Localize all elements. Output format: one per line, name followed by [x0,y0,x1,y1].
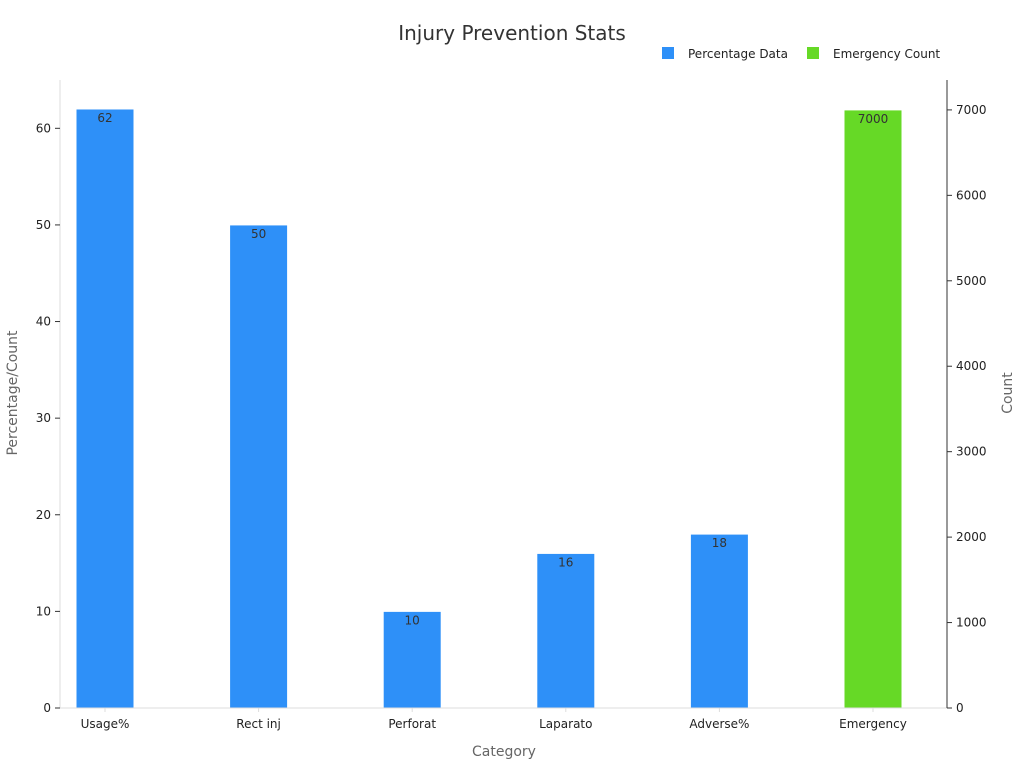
y-tick-label: 10 [36,604,51,618]
x-ticks-layer: Usage% Rect inj Perforat Laparato Adverse% Em… [81,708,907,731]
bar-value-label: 18 [712,536,727,550]
y-tick-label: 50 [36,218,51,232]
y-tick-label: 30 [36,411,51,425]
y2-tick-label: 5000 [956,274,987,288]
bar-0-3 [536,552,596,709]
bar-value-label: 7000 [858,112,889,126]
bar-1-5 [843,109,903,709]
x-tick-label: Usage% [81,717,130,731]
y-tick-label: 60 [36,121,51,135]
y2-axis-label: Count [1000,372,1016,414]
y2-tick-label: 2000 [956,530,987,544]
y2-tick-label: 7000 [956,103,987,117]
x-tick-label: Emergency [839,717,907,731]
y-axis-label: Percentage/Count [5,330,21,456]
x-axis-label: Category [472,744,536,760]
x-tick-label: Adverse% [689,717,749,731]
bar-0-0 [75,108,135,709]
x-tick-label: Rect inj [236,717,281,731]
y2-tick-label: 0 [956,701,964,715]
bars-layer [75,108,903,709]
bar-0-1 [229,224,289,709]
bar-0-4 [689,533,749,709]
bar-labels-layer: 62 50 10 16 18 7000 [97,111,888,627]
legend-label-percentage: Percentage Data [688,47,788,61]
x-tick-label: Laparato [539,717,592,731]
bar-0-2 [382,610,442,709]
bar-value-label: 50 [251,227,266,241]
y2-tick-label: 6000 [956,188,987,202]
legend-swatch-emergency [807,47,819,59]
y2-ticks-layer: 0 1000 2000 3000 4000 5000 6000 7000 [947,103,987,715]
y2-tick-label: 3000 [956,445,987,459]
y-tick-label: 0 [43,701,51,715]
y2-tick-label: 1000 [956,616,987,630]
y-ticks-layer: 0 10 20 30 40 50 60 [36,121,60,715]
bar-value-label: 16 [558,555,573,569]
legend-swatch-percentage [662,47,674,59]
x-tick-label: Perforat [388,717,436,731]
legend-label-emergency: Emergency Count [833,47,940,61]
y-tick-label: 40 [36,315,51,329]
y-tick-label: 20 [36,508,51,522]
chart-title: Injury Prevention Stats [398,21,626,45]
bar-value-label: 10 [405,613,420,627]
legend: Percentage Data Emergency Count [662,47,940,61]
y2-tick-label: 4000 [956,359,987,373]
bar-value-label: 62 [97,111,112,125]
